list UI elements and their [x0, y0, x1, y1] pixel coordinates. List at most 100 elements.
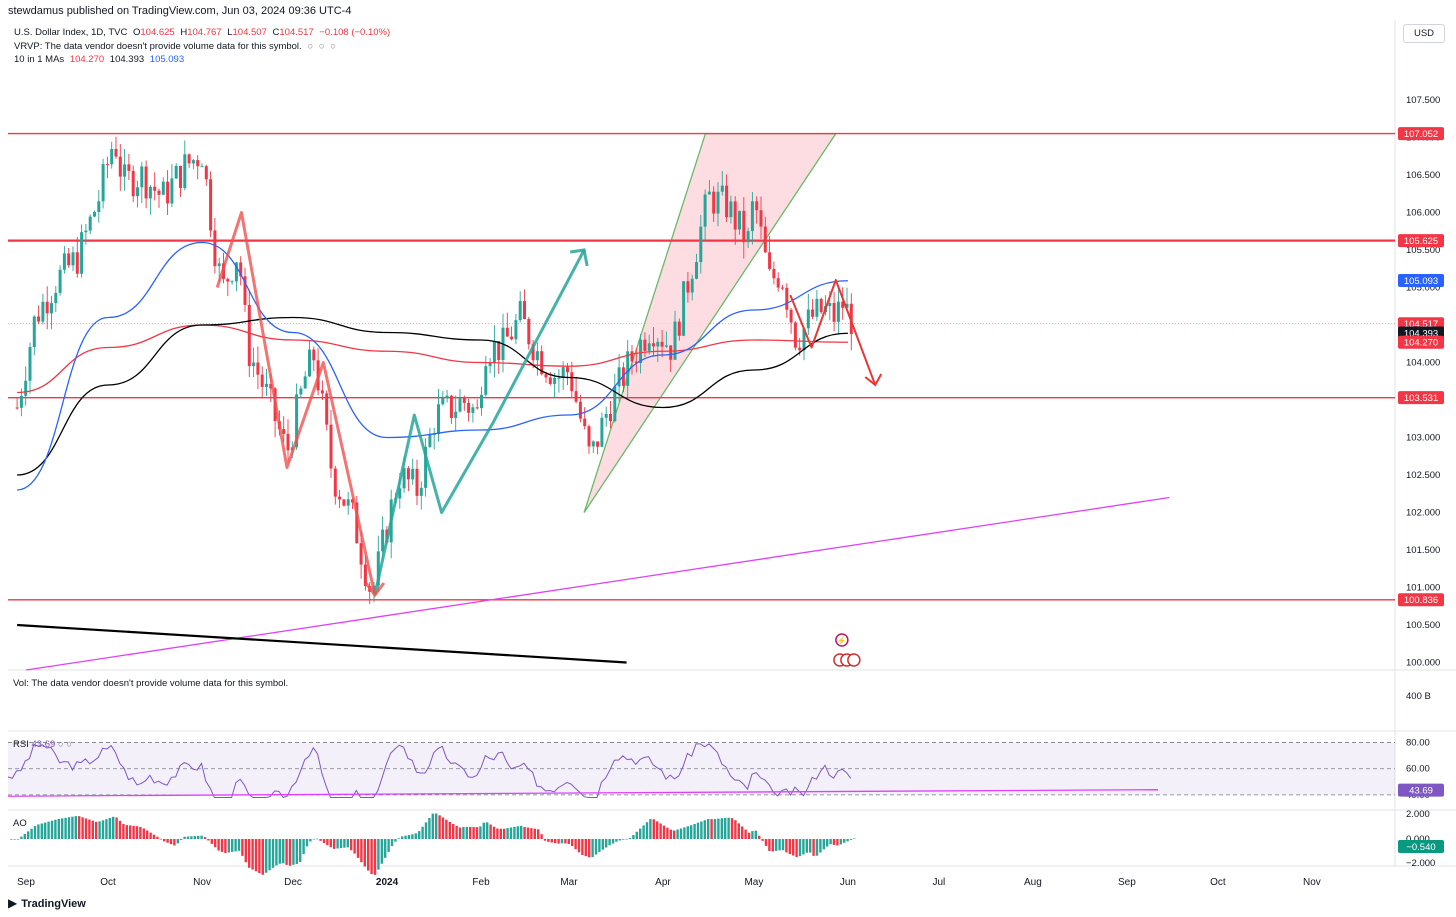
- ao-bar: [431, 813, 434, 839]
- candle-body: [303, 376, 307, 389]
- ao-bar: [333, 839, 336, 849]
- ao-bar: [673, 830, 676, 839]
- candle-body: [312, 349, 316, 361]
- ao-bar: [537, 829, 540, 839]
- candle-body: [234, 262, 238, 282]
- ao-bar: [322, 839, 326, 844]
- candle-body: [651, 343, 655, 347]
- ao-bar: [152, 834, 156, 839]
- ao-bar: [384, 839, 387, 858]
- ao-bar: [401, 836, 404, 839]
- ao-bar: [234, 839, 237, 852]
- ao-bar: [642, 825, 645, 839]
- ao-bar: [853, 838, 856, 840]
- ao-bar: [666, 827, 669, 839]
- ao-bar: [319, 839, 322, 841]
- ao-bar: [812, 839, 815, 856]
- ao-bar: [492, 826, 496, 839]
- ao-bar: [98, 821, 101, 839]
- candle-body: [742, 210, 746, 243]
- ao-bar: [710, 819, 713, 839]
- ao-bar: [424, 822, 428, 839]
- ao-bar: [40, 823, 43, 839]
- more-icon[interactable]: ○: [330, 41, 336, 52]
- symbol-legend[interactable]: U.S. Dollar Index, 1D, TVC O104.625 H104…: [14, 27, 393, 38]
- ao-bar: [23, 833, 26, 839]
- ao-bar: [105, 819, 108, 839]
- candle-body: [630, 351, 634, 362]
- ao-bar: [183, 836, 186, 839]
- candle-body: [424, 446, 428, 488]
- ao-bar: [254, 839, 258, 872]
- price-tag-label: 104.393: [1404, 328, 1438, 339]
- settings-icon[interactable]: ○: [318, 41, 325, 52]
- ao-bar: [591, 839, 594, 858]
- candle-body: [320, 390, 324, 394]
- ao-bar: [465, 826, 468, 839]
- ao-bar: [78, 816, 81, 839]
- candle-body: [811, 309, 815, 317]
- ma-value-black: 104.393: [109, 54, 145, 65]
- candle-body: [492, 341, 496, 363]
- price-tag-label: 104.270: [1404, 338, 1438, 349]
- ao-bar: [455, 825, 458, 839]
- x-tick-label: Jun: [840, 877, 856, 888]
- ao-bar: [795, 839, 798, 857]
- ao-bar: [632, 834, 635, 839]
- ao-bar: [533, 828, 536, 839]
- moving-average-line: [17, 241, 848, 491]
- candle-body: [415, 468, 419, 496]
- rsi-value-tag: [1398, 783, 1444, 797]
- ao-bar: [186, 836, 190, 839]
- eye-icon[interactable]: ○: [307, 41, 314, 52]
- ao-bar: [802, 839, 805, 855]
- rsi-eye-icon[interactable]: ○: [57, 739, 64, 750]
- ao-bar: [686, 826, 689, 839]
- candle-body: [269, 383, 273, 389]
- ao-bar: [577, 839, 581, 853]
- ao-bar: [594, 839, 598, 855]
- ao-bar: [363, 839, 366, 867]
- candle-body: [565, 367, 569, 373]
- ao-bar: [407, 835, 411, 839]
- candle-body: [591, 441, 595, 447]
- candle-body: [325, 393, 329, 425]
- ao-bar: [458, 827, 462, 839]
- vrvp-legend[interactable]: VRVP: The data vendor doesn't provide vo…: [14, 41, 339, 52]
- candle-body: [669, 345, 673, 360]
- rsi-trendline: [7, 789, 1159, 797]
- candle-body: [58, 269, 62, 293]
- y-tick-label: 106.000: [1406, 208, 1440, 219]
- ao-bar: [435, 813, 438, 839]
- ao-bar: [676, 829, 679, 839]
- ao-bar: [142, 828, 145, 839]
- ao-tick-label: −2.000: [1406, 858, 1435, 869]
- rsi-legend[interactable]: RSI 43.69 ○ ○: [13, 739, 72, 750]
- candle-body: [170, 178, 174, 204]
- y-tick-label: 102.500: [1406, 470, 1440, 481]
- candle-body: [243, 276, 247, 305]
- candle-body: [561, 367, 565, 378]
- ao-bar: [628, 838, 632, 839]
- rsi-settings-icon[interactable]: ○: [66, 739, 73, 750]
- candle-body: [639, 339, 643, 364]
- candle-body: [28, 347, 32, 381]
- x-tick-label: Mar: [560, 877, 578, 888]
- ao-bar: [499, 828, 502, 839]
- candle-body: [92, 211, 96, 217]
- ao-bar: [611, 839, 615, 844]
- candle-body: [213, 230, 217, 267]
- ao-bar: [74, 816, 77, 839]
- x-tick-label: Oct: [1210, 877, 1226, 888]
- currency-button[interactable]: USD: [1403, 24, 1445, 43]
- ma-legend[interactable]: 10 in 1 MAs 104.270 104.393 105.093: [14, 54, 187, 65]
- rsi-tick-label: 80.00: [1406, 738, 1430, 749]
- candle-body: [131, 170, 135, 197]
- ao-bar: [278, 839, 281, 864]
- candle-body: [346, 499, 350, 506]
- ao-bar: [336, 839, 339, 849]
- price-tag-label: 100.836: [1404, 595, 1438, 606]
- candle-body: [682, 281, 686, 336]
- candle-body: [798, 347, 802, 351]
